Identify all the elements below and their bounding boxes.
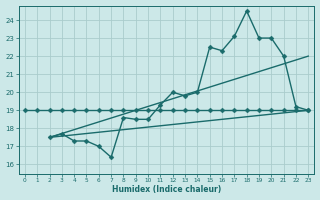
X-axis label: Humidex (Indice chaleur): Humidex (Indice chaleur) bbox=[112, 185, 221, 194]
